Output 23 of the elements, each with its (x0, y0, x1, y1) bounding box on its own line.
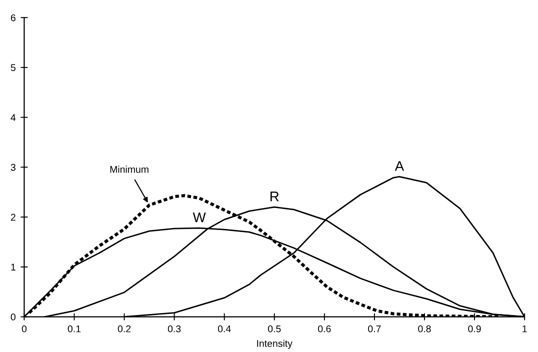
y-tick-label: 4 (10, 114, 16, 121)
x-tick-label: 0.9 (468, 325, 481, 332)
x-tick-label: 0 (22, 325, 27, 332)
text: Minimum (110, 166, 148, 173)
y-tick-label: 6 (10, 14, 16, 22)
y-tick-label: 5 (10, 64, 16, 72)
x-tick-label: 0.7 (368, 325, 381, 332)
x-tick-label: 0.2 (118, 325, 131, 332)
series-label: R (270, 192, 279, 202)
x-tick-label: 0.3 (168, 325, 181, 332)
y-tick-label: 3 (10, 164, 16, 171)
y-tick-label: 0 (10, 314, 16, 320)
y-tick-label: 2 (10, 214, 16, 221)
x-tick-label: 0.6 (318, 325, 331, 332)
y-tick-label: 1 (11, 264, 16, 270)
x-tick-label: 0.8 (418, 325, 431, 332)
series-label: W (192, 212, 206, 222)
x-tick-label: 0.4 (218, 325, 231, 332)
x-tick-label: 0.1 (68, 325, 81, 332)
x-tick-label: 0.5 (268, 325, 281, 332)
series-label: A (394, 161, 404, 171)
x-tick-label: 1 (522, 325, 527, 332)
x-axis-title: Intensity (257, 340, 292, 349)
